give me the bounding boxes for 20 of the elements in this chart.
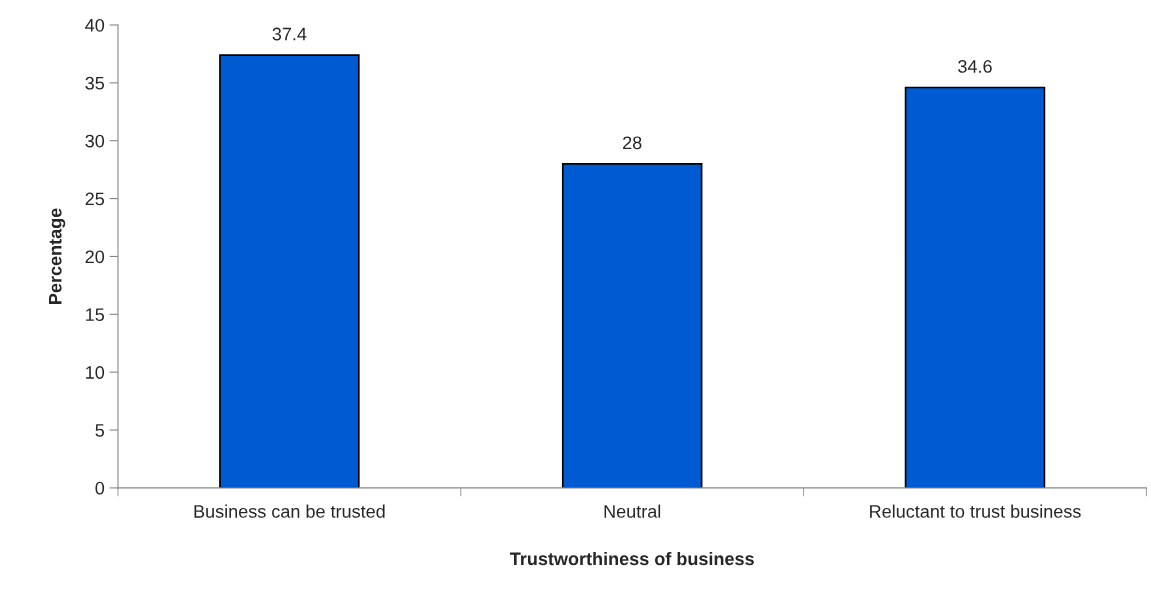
x-tick-label: Reluctant to trust business — [870, 504, 1081, 518]
y-axis-title: Percentage — [49, 208, 66, 304]
x-axis-title: Trustworthiness of business — [510, 551, 754, 566]
y-tick-label: 5 — [95, 424, 105, 437]
bar — [904, 86, 1046, 488]
x-tick-label: Business can be trusted — [194, 504, 385, 518]
bar — [219, 54, 360, 488]
y-tick-label: 25 — [85, 192, 105, 206]
y-tick-label: 0 — [95, 481, 105, 495]
bar — [561, 163, 703, 488]
y-tick-label: 10 — [86, 366, 105, 379]
y-tick-label: 20 — [85, 250, 105, 264]
data-label: 34.6 — [958, 60, 992, 73]
y-tick-label: 40 — [85, 18, 105, 32]
data-label: 28 — [623, 136, 642, 150]
y-tick-label: 35 — [85, 76, 105, 90]
data-label: 37.4 — [272, 27, 307, 41]
y-tick-label: 30 — [85, 134, 105, 148]
x-tick-label: Neutral — [604, 504, 661, 518]
y-tick-label: 15 — [86, 308, 105, 322]
